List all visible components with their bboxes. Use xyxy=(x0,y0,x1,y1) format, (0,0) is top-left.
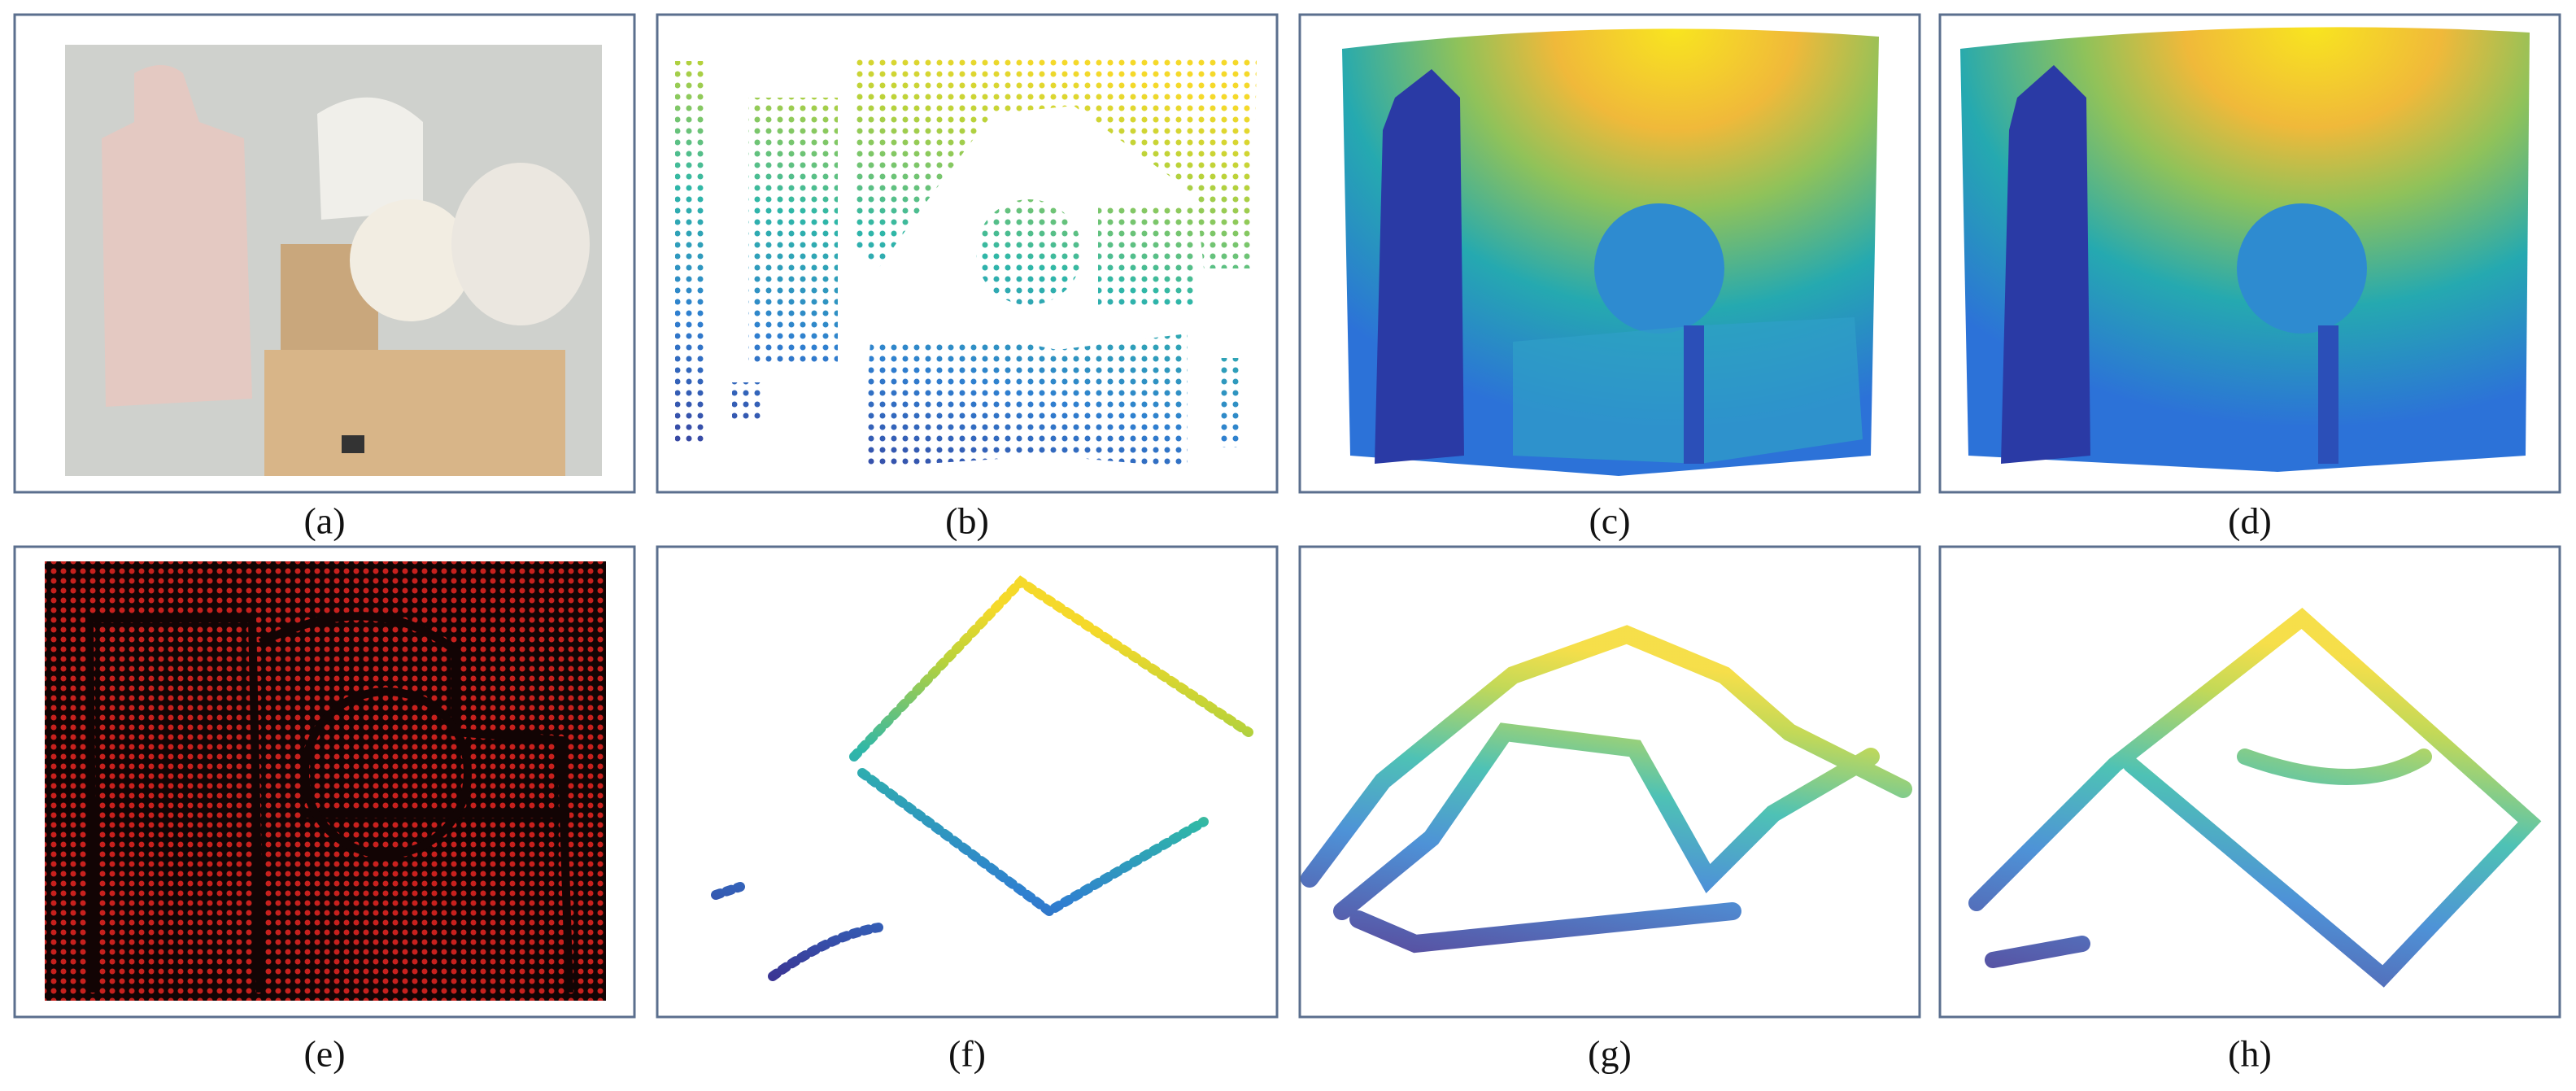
panel-caption: (h) xyxy=(2228,1033,2272,1075)
panel-caption: (b) xyxy=(945,500,989,542)
panel-caption: (c) xyxy=(1589,500,1630,542)
panel-frame xyxy=(1938,545,2561,1019)
panel-caption: (e) xyxy=(303,1033,345,1075)
rgb-photo xyxy=(65,45,602,476)
panel-caption: (a) xyxy=(303,500,345,542)
dense-depth xyxy=(1960,27,2530,473)
panel-caption: (g) xyxy=(1588,1033,1632,1075)
panel-frame xyxy=(656,545,1279,1019)
panel-caption: (d) xyxy=(2228,500,2272,542)
panel-caption: (f) xyxy=(948,1033,986,1075)
dense-depth xyxy=(1342,28,1879,476)
top-view-clouds xyxy=(711,575,2542,988)
dot-pattern xyxy=(45,561,606,1001)
sparse-point-cloud xyxy=(657,15,1277,492)
